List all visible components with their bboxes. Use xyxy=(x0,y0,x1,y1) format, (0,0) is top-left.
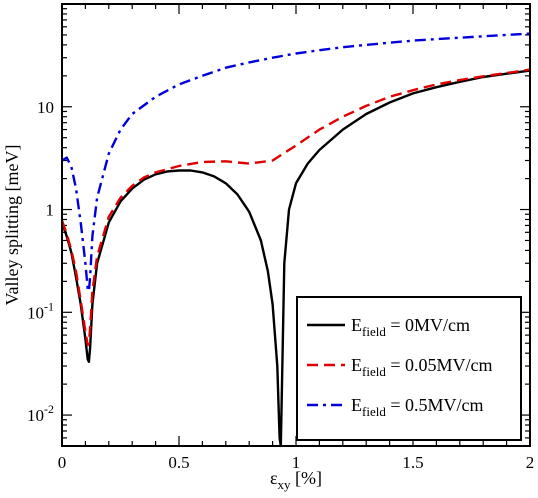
x-tick-label: 1.5 xyxy=(402,453,423,472)
x-tick-label: 0 xyxy=(58,453,67,472)
series-line-3 xyxy=(61,32,531,293)
x-tick-label: 2 xyxy=(526,453,535,472)
x-axis-title: εxy [%] xyxy=(270,468,322,492)
y-tick-label: 10-1 xyxy=(27,299,54,322)
y-tick-label: 10 xyxy=(37,98,54,117)
x-tick-label: 1 xyxy=(292,453,301,472)
legend-label-3: Efield = 0.5MV/cm xyxy=(351,395,483,419)
series-line-1 xyxy=(60,69,531,448)
legend-label-2: Efield = 0.05MV/cm xyxy=(351,355,492,379)
y-tick-label: 10-2 xyxy=(27,402,54,425)
x-axis-subscript: xy xyxy=(278,477,292,492)
x-tick-label: 0.5 xyxy=(168,453,189,472)
tick-layer: 0 0.5 1 1.5 2 10-2 10-1 1 10 xyxy=(27,3,535,472)
plot-frame xyxy=(61,3,531,447)
legend: Efield = 0MV/cm Efield = 0.05MV/cm Efield … xyxy=(296,296,522,441)
x-axis-unit: [%] xyxy=(291,468,322,488)
y-axis-title: Valley splitting [meV] xyxy=(2,145,22,306)
legend-label-1: Efield = 0MV/cm xyxy=(351,315,470,339)
series-line-2 xyxy=(60,68,531,347)
y-tick-label: 1 xyxy=(46,201,55,220)
legend-box xyxy=(296,296,522,441)
series-layer xyxy=(60,32,531,448)
x-axis-symbol: ε xyxy=(270,468,278,488)
